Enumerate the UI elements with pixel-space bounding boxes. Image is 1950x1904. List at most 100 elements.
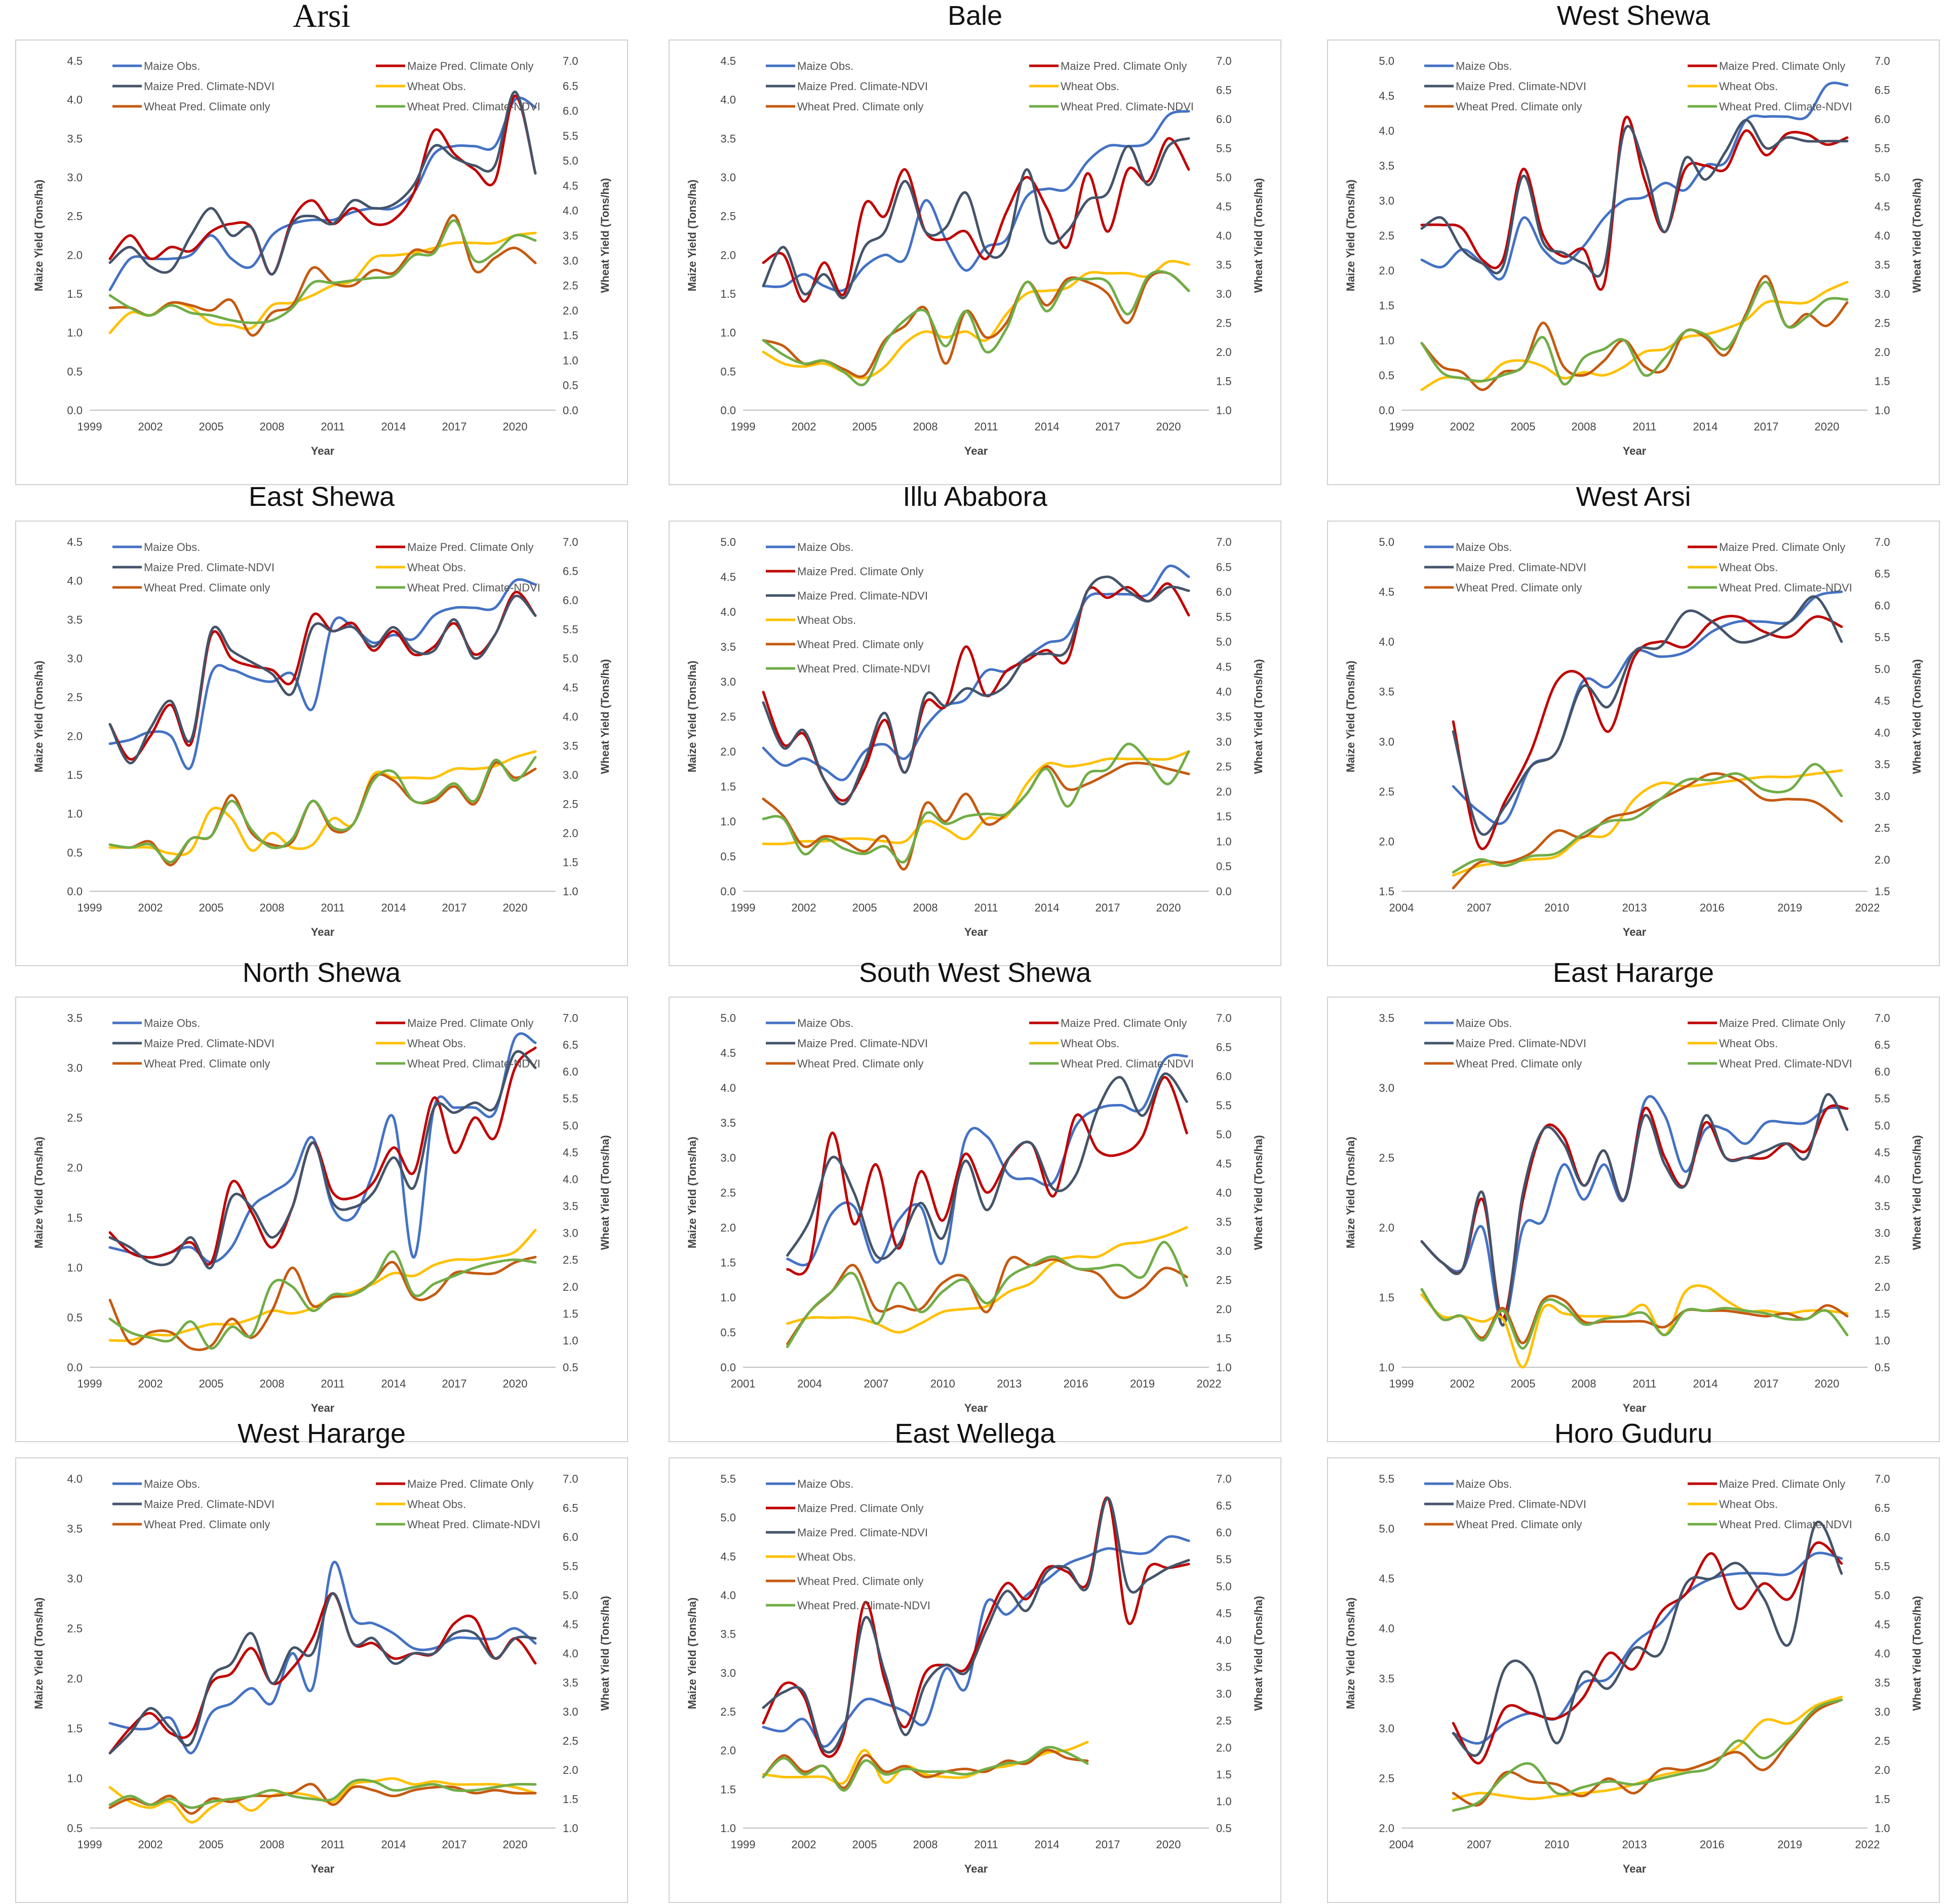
y2-tick-label: 3.0 xyxy=(1875,288,1890,300)
series-line-wheat-obs xyxy=(1420,1284,1849,1369)
y-tick-label: 4.0 xyxy=(720,1082,736,1094)
x-tick-label: 2014 xyxy=(381,420,406,433)
x-axis-label: Year xyxy=(1623,1862,1647,1875)
y2-tick-label: 3.0 xyxy=(1216,735,1232,748)
y-tick-label: 3.5 xyxy=(720,1628,736,1641)
y2-tick-label: 6.5 xyxy=(1216,1041,1232,1054)
series-line-maize-pred-ndvi xyxy=(1452,595,1843,836)
y-tick-label: 0.0 xyxy=(720,1361,736,1374)
y-tick-label: 3.5 xyxy=(720,1117,736,1129)
chart-title: Arsi xyxy=(293,0,350,34)
x-axis-label: Year xyxy=(1623,445,1647,457)
legend-entry: Wheat Pred. Climate-NDVI xyxy=(1061,100,1194,113)
y2-tick-label: 2.5 xyxy=(1216,317,1232,330)
y-tick-label: 2.0 xyxy=(67,1162,83,1174)
x-tick-label: 2017 xyxy=(1096,420,1120,433)
legend-entry: Wheat Pred. Climate only xyxy=(144,100,270,113)
legend-entry: Maize Obs. xyxy=(144,60,200,72)
series-line-wheat-pred-ndvi xyxy=(786,1241,1188,1348)
y2-tick-label: 7.0 xyxy=(1875,1012,1890,1024)
y-tick-label: 3.0 xyxy=(1379,1082,1394,1094)
y2-tick-label: 6.0 xyxy=(1875,1065,1890,1078)
y-tick-label: 3.5 xyxy=(1379,160,1394,172)
series-line-wheat-pred-ndvi xyxy=(762,1746,1089,1792)
y-tick-label: 0.5 xyxy=(1379,369,1394,382)
x-tick-label: 2022 xyxy=(1197,1377,1222,1390)
legend-entry: Wheat Pred. Climate-NDVI xyxy=(407,581,540,594)
x-tick-label: 1999 xyxy=(77,1377,102,1390)
series-line-maize-pred-ndvi xyxy=(108,1592,537,1755)
legend-entry: Maize Obs. xyxy=(144,541,200,553)
y-tick-label: 2.5 xyxy=(67,1112,83,1124)
x-tick-label: 2010 xyxy=(1544,1838,1569,1851)
chart-frame: 1999 2002 2005 2008 2011 2014 2017 2020 1.0 1.5 2.… xyxy=(669,1457,1281,1903)
y2-tick-label: 5.0 xyxy=(1216,1128,1232,1141)
x-tick-label: 2016 xyxy=(1064,1377,1088,1390)
chart-title: West Shewa xyxy=(1556,1,1710,31)
y2-axis-label: Wheat Yield (Tons/ha) xyxy=(1910,1135,1923,1250)
x-tick-label: 2020 xyxy=(1156,1838,1181,1851)
y2-tick-label: 4.5 xyxy=(1216,660,1232,673)
y2-tick-label: 3.0 xyxy=(1875,1705,1890,1718)
y-tick-label: 5.0 xyxy=(1379,536,1394,548)
y2-tick-label: 5.0 xyxy=(563,154,578,167)
y-tick-label: 0.0 xyxy=(67,1361,83,1374)
series-line-maize-pred-climate xyxy=(1420,115,1849,291)
chart-panel-bale: Bale 1999 2002 2005 2008 2011 2014 2017 2020 0.0 0… xyxy=(669,0,1281,486)
legend-entry: Wheat Obs. xyxy=(1719,1498,1778,1511)
legend-entry: Maize Pred. Climate-NDVI xyxy=(797,1037,928,1050)
series-line-wheat-pred-climate xyxy=(762,762,1190,871)
y-axis-label: Maize Yield (Tons/ha) xyxy=(686,661,698,773)
legend-entry: Maize Pred. Climate-NDVI xyxy=(144,561,275,574)
y-axis-label: Maize Yield (Tons/ha) xyxy=(32,1598,45,1710)
y2-axis-label: Wheat Yield (Tons/ha) xyxy=(1252,178,1265,293)
y-tick-label: 3.0 xyxy=(720,676,736,688)
legend-entry: Wheat Obs. xyxy=(407,80,466,93)
legend-entry: Maize Obs. xyxy=(797,1017,853,1029)
legend-entry: Wheat Obs. xyxy=(1061,80,1119,93)
y2-tick-label: 2.5 xyxy=(1875,1735,1890,1748)
y-tick-label: 1.0 xyxy=(720,815,736,828)
y2-tick-label: 4.5 xyxy=(563,1146,578,1159)
y-tick-label: 4.0 xyxy=(67,94,83,106)
y2-tick-label: 2.0 xyxy=(563,827,578,840)
y-tick-label: 1.5 xyxy=(720,1256,736,1269)
y-axis-label: Maize Yield (Tons/ha) xyxy=(32,661,45,773)
chart-panel-illu-ababora: Illu Ababora 1999 2002 2005 2008 2011 2014 2017… xyxy=(669,481,1281,967)
x-tick-label: 2017 xyxy=(1096,901,1120,914)
series-line-maize-pred-ndvi xyxy=(1452,1521,1843,1757)
legend-entry: Wheat Pred. Climate only xyxy=(797,1575,923,1588)
y-tick-label: 1.0 xyxy=(67,327,83,339)
series-line-wheat-obs xyxy=(1420,281,1849,391)
y2-axis-label: Wheat Yield (Tons/ha) xyxy=(1252,1135,1265,1250)
y2-tick-label: 7.0 xyxy=(563,1012,578,1024)
chart-frame: 1999 2002 2005 2008 2011 2014 2017 2020 0.0 0.5 1.… xyxy=(669,39,1281,485)
legend-entry: Wheat Pred. Climate only xyxy=(144,1057,270,1070)
y2-tick-label: 3.5 xyxy=(1875,259,1890,271)
x-tick-label: 2008 xyxy=(913,420,938,433)
y2-tick-label: 2.5 xyxy=(1875,1254,1890,1266)
y2-tick-label: 6.5 xyxy=(1216,561,1232,573)
series-line-maize-pred-ndvi xyxy=(762,575,1190,806)
x-tick-label: 2017 xyxy=(442,1838,467,1851)
y-axis-label: Maize Yield (Tons/ha) xyxy=(1344,1137,1357,1249)
y2-tick-label: 4.5 xyxy=(1875,1618,1890,1631)
y2-tick-label: 2.0 xyxy=(1216,785,1232,798)
x-tick-label: 1999 xyxy=(731,1838,756,1851)
y-tick-label: 3.0 xyxy=(67,1062,83,1075)
y-tick-label: 3.5 xyxy=(1379,686,1394,698)
y2-tick-label: 1.5 xyxy=(1216,810,1232,823)
y2-tick-label: 2.0 xyxy=(1216,1303,1232,1316)
y-tick-label: 4.5 xyxy=(67,536,83,548)
x-tick-label: 2014 xyxy=(1693,1377,1718,1390)
y-tick-label: 3.5 xyxy=(67,1523,83,1535)
x-tick-label: 2016 xyxy=(1700,901,1725,914)
y-tick-label: 2.5 xyxy=(67,691,83,704)
legend-entry: Maize Pred. Climate Only xyxy=(1061,1017,1187,1029)
legend-entry: Maize Pred. Climate-NDVI xyxy=(1456,80,1586,93)
chart-title: Bale xyxy=(947,1,1003,31)
y-tick-label: 1.0 xyxy=(720,1822,736,1835)
series-line-maize-pred-climate xyxy=(108,1592,537,1755)
chart-svg: 1999 2002 2005 2008 2011 2014 2017 2020 0.0 0.5 1.… xyxy=(32,55,611,457)
chart-title: East Hararge xyxy=(1552,958,1714,988)
